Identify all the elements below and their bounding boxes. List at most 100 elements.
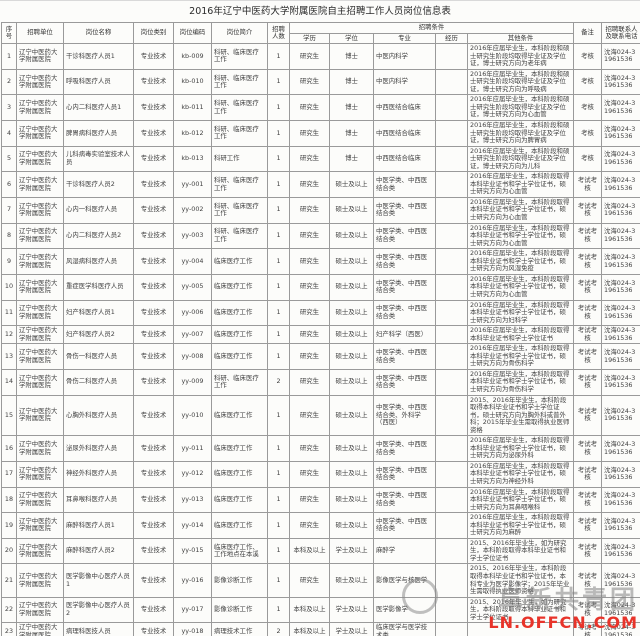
cell-major: 中医学类、中西医结合类 — [373, 460, 436, 488]
cell-name: 心内一科医疗人员 — [63, 196, 134, 224]
cell-note: 考试考核 — [573, 622, 603, 636]
table-row: 3 辽宁中医药大学附属医院 心内二科医疗人员1 专业技术 kb-011 科研、临床医疗工作… — [1, 94, 640, 122]
cell-degree: 博士 — [329, 120, 374, 147]
cell-no: 11 — [1, 299, 17, 327]
table-row: 10 辽宁中医药大学附属医院 重症医学科医疗人员 专业技术 yy-005 临床医疗工作 1 研… — [1, 273, 640, 301]
cell-other: 2016年应届毕业生，本科阶段取得本科毕业证书和学士学位证书，硕士研究方向为骨伤… — [466, 368, 575, 396]
cell-other: 2016年应届毕业生，本科阶段取得本科毕业证书和学士学位证书，硕士研究方向为耳鼻… — [466, 486, 575, 514]
cell-exp — [435, 299, 468, 327]
cell-major: 中医内科学 — [373, 68, 436, 96]
cell-name: 医学影像中心医疗人员2 — [63, 596, 134, 624]
table-row: 16 辽宁中医药大学附属医院 泌尿外科医疗人员 专业技术 yy-011 临床医疗工作 1 研究… — [1, 435, 640, 462]
cell-other: 2015、2016年毕业生，本科阶段取得本科毕业证书和学位证书，本科专业为医学影… — [466, 563, 575, 598]
col-header-contact: 招聘联系人及联系电话 — [601, 21, 640, 45]
cell-count: 1 — [267, 68, 290, 96]
cell-degree: 硕士及以上 — [329, 394, 374, 437]
table-row: 11 辽宁中医药大学附属医院 妇产科医疗人员1 专业技术 yy-006 临床医疗工作 1 研究… — [1, 299, 640, 327]
cell-code: kb-013 — [173, 145, 212, 173]
cell-category: 专业技术 — [133, 171, 174, 198]
cell-degree: 博士 — [329, 68, 374, 96]
cell-intro: 病理技术工作 — [211, 622, 268, 636]
cell-degree: 硕士及以上 — [329, 222, 374, 250]
cell-intro: 科研、临床医疗工作 — [211, 222, 268, 250]
cell-no: 4 — [1, 120, 17, 147]
cell-unit: 辽宁中医药大学附属医院 — [16, 145, 64, 173]
cell-code: yy-005 — [173, 273, 212, 301]
cell-degree: 硕士及以上 — [329, 435, 374, 462]
cell-name: 病理科医技人员 — [63, 622, 134, 636]
cell-contact: 沈海024-31961536 — [601, 512, 640, 539]
cell-intro: 影像诊断工作 — [211, 596, 268, 624]
cell-other: 2016年应届毕业生，本科阶段取得本科毕业证书和学士学位证书，硕士研究方向为骨伤… — [466, 343, 575, 370]
table-row: 14 辽宁中医药大学附属医院 骨伤二科医疗人员 专业技术 yy-009 科研、临床医疗工作… — [1, 368, 640, 396]
cell-category: 专业技术 — [133, 486, 174, 514]
cell-other: 2016年应届毕业生，本科阶段和硕士研究生阶段均取得毕业证及学位证，博士研究方向… — [466, 43, 575, 70]
cell-note: 考试考核 — [573, 299, 603, 327]
cell-code: yy-016 — [173, 563, 212, 598]
cell-category: 专业技术 — [133, 43, 174, 70]
col-header-edu: 学历 — [289, 32, 330, 45]
table-row: 17 辽宁中医药大学附属医院 神经外科医疗人员 专业技术 yy-012 临床医疗工作 1 研究… — [1, 460, 640, 488]
cell-edu: 研究生 — [289, 394, 330, 437]
cell-other: 2016年应届毕业生，本科阶段和硕士研究生阶段均取得毕业证及学位证，博士研究方向… — [466, 68, 575, 96]
col-header-other: 其他条件 — [466, 32, 575, 45]
cell-major: 中医学类、中西医结合类 — [373, 196, 436, 224]
cell-other: 2016年应届毕业生，本科阶段取得本科毕业证书和学士学位证书，硕士研究方向为麻醉 — [466, 512, 575, 539]
cell-note: 考试考核 — [573, 596, 603, 624]
cell-contact: 沈海024-31961536 — [601, 368, 640, 396]
col-header-note: 备注 — [573, 21, 603, 45]
table-row: 4 辽宁中医药大学附属医院 脾胃病科医疗人员 专业技术 kb-012 科研、临床医疗工作 1… — [1, 120, 640, 147]
cell-contact: 沈海024-31961536 — [601, 537, 640, 565]
cell-name: 麻醉科医疗人员2 — [63, 537, 134, 565]
cell-name: 骨伤二科医疗人员 — [63, 368, 134, 396]
cell-unit: 辽宁中医药大学附属医院 — [16, 368, 64, 396]
cell-category: 专业技术 — [133, 343, 174, 370]
cell-name: 心内二科医疗人员2 — [63, 222, 134, 250]
cell-major: 中医学类、中西医结合类 — [373, 171, 436, 198]
cell-other: 2016年应届毕业生，本科阶段取得本科毕业证书和学士学位证书，硕士研究方向为心血… — [466, 171, 575, 198]
cell-major: 中医内科学 — [373, 43, 436, 70]
cell-degree: 硕士及以上 — [329, 486, 374, 514]
cell-unit: 辽宁中医药大学附属医院 — [16, 460, 64, 488]
cell-edu: 研究生 — [289, 145, 330, 173]
table-body: 1 辽宁中医药大学附属医院 干诊科医疗人员1 专业技术 kb-009 科研、临床医疗工作 1… — [1, 43, 640, 636]
cell-degree: 学士及以上 — [329, 537, 374, 565]
cell-exp — [435, 196, 468, 224]
cell-intro: 临床医疗工作 — [211, 248, 268, 275]
cell-name: 心内二科医疗人员1 — [63, 94, 134, 122]
cell-contact: 沈海024-31961536 — [601, 435, 640, 462]
cell-category: 专业技术 — [133, 563, 174, 598]
cell-intro: 临床医疗工作 — [211, 343, 268, 370]
cell-major: 中医学类、中西医结合类 — [373, 299, 436, 327]
cell-note: 考试考核 — [573, 248, 603, 275]
cell-other: 2015、2016年毕业生，如为研究生，本科阶段取得本科毕业证书和学士学位证书 — [466, 596, 575, 624]
cell-count: 1 — [267, 394, 290, 437]
cell-unit: 辽宁中医药大学附属医院 — [16, 486, 64, 514]
cell-degree: 硕士及以上 — [329, 196, 374, 224]
col-header-conditions-group: 招聘条件 — [288, 22, 575, 34]
cell-code: yy-010 — [173, 394, 212, 437]
cell-intro: 临床医疗工作 — [211, 460, 268, 488]
cell-code: kb-012 — [173, 120, 212, 147]
cell-other: 2016年应届毕业生，本科阶段取得本科毕业证书和学士学位证书，硕士研究方向为泌尿… — [466, 435, 575, 462]
cell-other: 2016年应届毕业生，本科阶段取得本科毕业证书和学士学位证书，硕士研究方向为风湿… — [466, 248, 575, 275]
cell-code: kb-011 — [173, 94, 212, 122]
cell-major: 中医学类、中西医结合类 — [373, 486, 436, 514]
table-row: 9 辽宁中医药大学附属医院 风湿病科医疗人员 专业技术 yy-004 临床医疗工作 1 研究生… — [1, 248, 640, 275]
cell-contact: 沈海024-31961536 — [601, 222, 640, 250]
cell-intro: 临床医疗工作、工作地点在本溪 — [211, 537, 268, 565]
cell-count: 1 — [267, 596, 290, 624]
table-row: 20 辽宁中医药大学附属医院 麻醉科医疗人员2 专业技术 yy-015 临床医疗工作、工作… — [1, 537, 640, 565]
cell-note: 考试考核 — [573, 368, 603, 396]
cell-exp — [435, 222, 468, 250]
cell-note: 考核 — [573, 120, 603, 147]
page-title: 2016年辽宁中医药大学附属医院自主招聘工作人员岗位信息表 — [0, 0, 640, 22]
cell-no: 22 — [1, 596, 17, 624]
col-header-degree: 学位 — [329, 32, 374, 45]
cell-major: 中医学类、中西医结合类 — [373, 435, 436, 462]
cell-edu: 研究生 — [289, 512, 330, 539]
col-header-exp: 经历 — [435, 32, 468, 45]
cell-note: 考试考核 — [573, 273, 603, 301]
cell-note: 考试考核 — [573, 171, 603, 198]
